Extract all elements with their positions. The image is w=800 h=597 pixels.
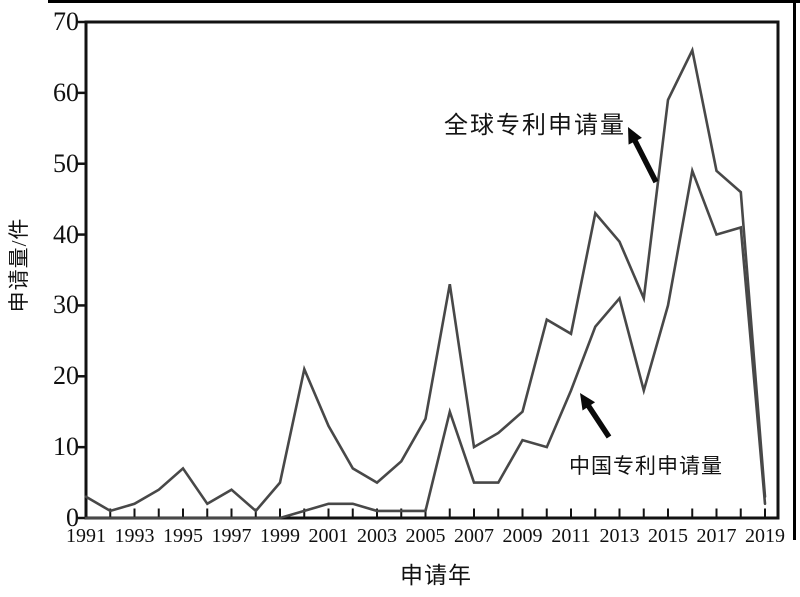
x-tick-label: 2019 — [745, 525, 785, 547]
y-tick-label: 30 — [53, 290, 79, 320]
y-tick-label: 40 — [53, 219, 79, 249]
y-tick-label: 50 — [53, 148, 79, 178]
x-tick-label: 2001 — [308, 525, 349, 547]
x-tick-label: 2003 — [357, 525, 397, 547]
page-border-top — [48, 0, 800, 3]
annotation-arrow-china-head — [580, 393, 596, 411]
annotation-label-global-series: 全球专利申请量 — [444, 113, 626, 139]
y-tick-label: 70 — [53, 7, 79, 36]
y-tick-label: 20 — [53, 361, 79, 391]
annotation-arrow-global-shaft — [629, 133, 659, 184]
x-tick-label: 2015 — [648, 525, 688, 547]
x-tick-label: 1993 — [114, 525, 155, 547]
page-border-right — [793, 0, 796, 540]
annotation-arrow-global-head — [628, 127, 642, 145]
y-tick-label: 10 — [53, 432, 79, 462]
y-tick-label: 0 — [66, 503, 79, 532]
x-tick-label: 1997 — [211, 525, 252, 547]
series-line-china — [84, 165, 767, 520]
x-tick-label: 1995 — [163, 525, 203, 547]
y-axis-title: 申请量/件 — [7, 217, 31, 313]
annotation-arrow-china-shaft — [582, 398, 612, 439]
x-tick-label: 2009 — [502, 525, 543, 547]
x-tick-label: 2005 — [405, 525, 446, 547]
annotation-label-china-series: 中国专利申请量 — [569, 454, 723, 478]
series-line-global — [84, 46, 767, 513]
y-tick-label: 60 — [53, 77, 79, 107]
x-tick-label: 2007 — [454, 525, 494, 547]
x-tick-label: 1991 — [66, 525, 106, 547]
x-axis-title: 申请年 — [400, 563, 472, 588]
x-tick-label: 2017 — [696, 525, 737, 547]
x-tick-label: 2013 — [599, 525, 640, 547]
x-tick-label: 1999 — [260, 525, 300, 547]
x-tick-label: 2011 — [551, 525, 591, 547]
axis-frame — [84, 20, 780, 520]
